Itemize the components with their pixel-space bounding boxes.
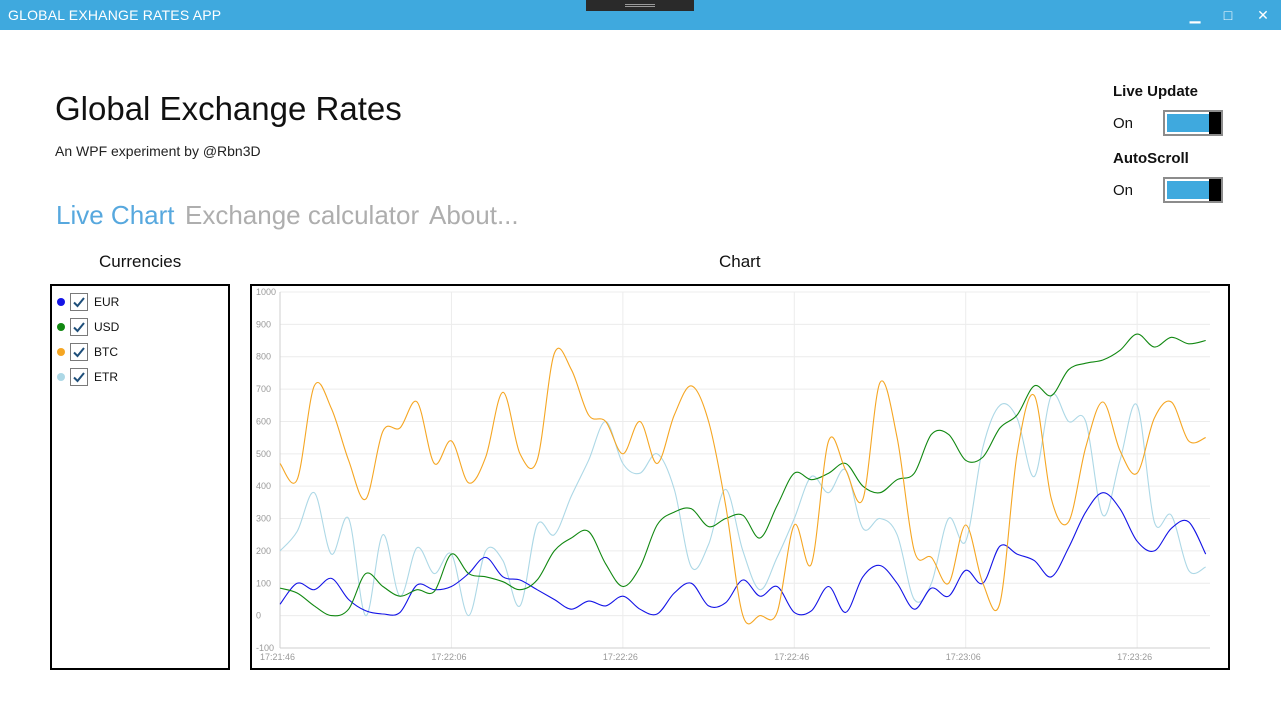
y-tick-label: 300 (256, 514, 271, 524)
chart-panel[interactable]: 1000 900 800 700 600 500 400 300 200 100 0 -100 17:2… (250, 284, 1230, 670)
series-line-eur (279, 492, 1207, 616)
live-update-label: Live Update (1113, 83, 1199, 100)
currency-name: ETR (94, 370, 118, 384)
tab-live-chart[interactable]: Live Chart (56, 200, 175, 230)
y-tick-label: 200 (256, 546, 271, 556)
currency-checkbox-etr[interactable] (70, 368, 88, 386)
x-tick-label: 17:22:06 (431, 652, 466, 662)
currencies-heading: Currencies (99, 252, 182, 271)
x-tick-label: 17:22:26 (603, 652, 638, 662)
y-tick-label: 900 (256, 319, 271, 329)
toggle-track-fill (1167, 114, 1211, 132)
series-line-btc (279, 347, 1206, 625)
autoscroll-row: On (1113, 177, 1243, 203)
toggle-track-fill (1167, 181, 1211, 199)
series-color-dot (57, 298, 65, 306)
series-color-dot (57, 373, 65, 381)
grip-icon (625, 4, 655, 7)
checkmark-icon (73, 372, 85, 383)
y-tick-label: 100 (256, 578, 271, 588)
title-bar[interactable]: GLOBAL EXHANGE RATES APP ▁ □ ✕ (0, 0, 1281, 30)
live-update-state: On (1113, 115, 1134, 132)
maximize-button[interactable]: □ (1223, 7, 1233, 23)
y-tick-label: 700 (256, 384, 271, 394)
minimize-button[interactable]: ▁ (1189, 7, 1201, 23)
y-tick-label: 400 (256, 481, 271, 491)
currency-list: EUR USD BTC ETR (50, 284, 230, 670)
x-tick-label: 17:23:26 (1117, 652, 1152, 662)
window-drag-handle[interactable] (586, 0, 694, 11)
currency-name: USD (94, 320, 120, 334)
autoscroll-toggle-group: AutoScroll On (1113, 150, 1243, 203)
live-update-toggle[interactable] (1163, 110, 1223, 136)
checkmark-icon (73, 347, 85, 358)
y-tick-label: 0 (256, 611, 261, 621)
y-tick-label: 500 (256, 449, 271, 459)
exchange-rate-chart[interactable]: 10009008007006005004003002001000-10017:2… (252, 286, 1228, 668)
close-button[interactable]: ✕ (1257, 7, 1269, 23)
checkmark-icon (73, 297, 85, 308)
live-update-row: On (1113, 110, 1243, 136)
x-tick-label: 17:21:46 (260, 652, 295, 662)
y-tick-label: 1000 (256, 287, 276, 297)
x-tick-label: 17:22:46 (774, 652, 809, 662)
chart-heading: Chart (719, 252, 761, 271)
currency-name: BTC (94, 345, 118, 359)
series-line-usd (279, 333, 1206, 617)
autoscroll-state: On (1113, 182, 1134, 199)
live-update-toggle-group: Live Update On (1113, 83, 1243, 136)
toggle-thumb[interactable] (1209, 112, 1221, 134)
series-line-etr (279, 393, 1206, 617)
autoscroll-toggle[interactable] (1163, 177, 1223, 203)
autoscroll-label: AutoScroll (1113, 150, 1189, 167)
y-tick-label: 600 (256, 416, 271, 426)
y-tick-label: 800 (256, 352, 271, 362)
currency-checkbox-eur[interactable] (70, 293, 88, 311)
currency-checkbox-btc[interactable] (70, 343, 88, 361)
toggle-thumb[interactable] (1209, 179, 1221, 201)
page-subtitle: An WPF experiment by @Rbn3D (55, 143, 261, 159)
series-color-dot (57, 348, 65, 356)
x-tick-label: 17:23:06 (946, 652, 981, 662)
tab-exchange-calculator[interactable]: Exchange calculator (185, 200, 420, 230)
currency-checkbox-usd[interactable] (70, 318, 88, 336)
app-title: GLOBAL EXHANGE RATES APP (8, 7, 222, 23)
tab-about[interactable]: About... (429, 200, 519, 230)
page-title: Global Exchange Rates (55, 90, 402, 127)
y-tick-label: -100 (256, 643, 274, 653)
checkmark-icon (73, 322, 85, 333)
series-color-dot (57, 323, 65, 331)
currency-name: EUR (94, 295, 120, 309)
